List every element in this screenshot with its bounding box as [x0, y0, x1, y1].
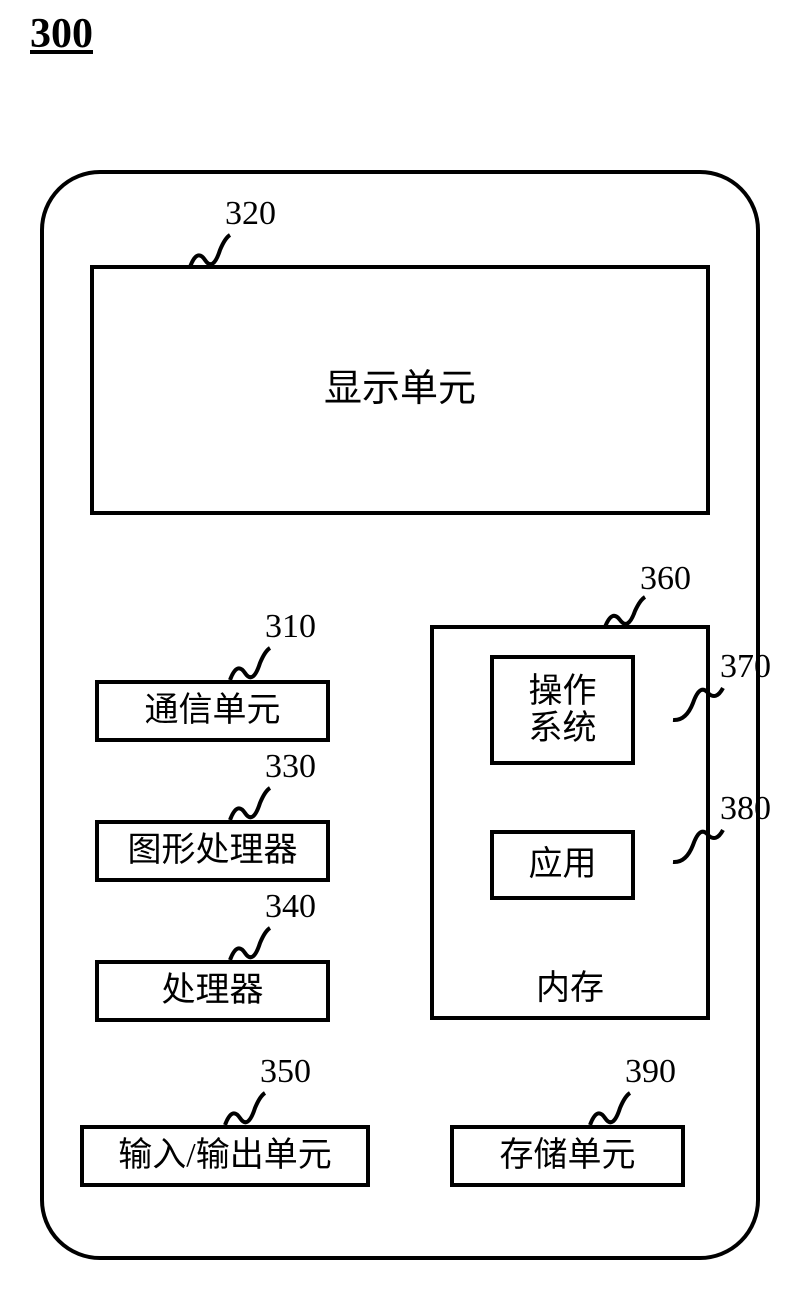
block-app-label: 应用	[529, 846, 597, 883]
block-comm: 通信单元	[95, 680, 330, 742]
ref-display: 320	[225, 195, 276, 233]
ref-cpu: 340	[265, 888, 316, 926]
block-memory-label: 内存	[515, 960, 625, 1009]
block-storage: 存储单元	[450, 1125, 685, 1187]
block-display-label: 显示单元	[324, 369, 476, 411]
block-io-label: 输入/输出单元	[118, 1137, 331, 1174]
figure-number-text: 300	[30, 11, 93, 57]
block-cpu: 处理器	[95, 960, 330, 1022]
block-os: 操作 系统	[490, 655, 635, 765]
ref-comm: 310	[265, 608, 316, 646]
block-gpu: 图形处理器	[95, 820, 330, 882]
block-gpu-label: 图形处理器	[128, 832, 298, 869]
block-display: 显示单元	[90, 265, 710, 515]
block-io: 输入/输出单元	[80, 1125, 370, 1187]
ref-storage: 390	[625, 1053, 676, 1091]
block-storage-label: 存储单元	[500, 1137, 636, 1174]
ref-app: 380	[720, 790, 771, 828]
block-cpu-label: 处理器	[162, 972, 264, 1009]
figure-number: 300	[30, 10, 93, 58]
block-os-label: 操作 系统	[529, 673, 597, 748]
block-comm-label: 通信单元	[145, 692, 281, 729]
ref-gpu: 330	[265, 748, 316, 786]
diagram-canvas: 300 显示单元 320 通信单元 310 图形处理器 330 处理器 340 …	[0, 0, 799, 1290]
ref-io: 350	[260, 1053, 311, 1091]
block-app: 应用	[490, 830, 635, 900]
ref-os: 370	[720, 648, 771, 686]
ref-memory: 360	[640, 560, 691, 598]
